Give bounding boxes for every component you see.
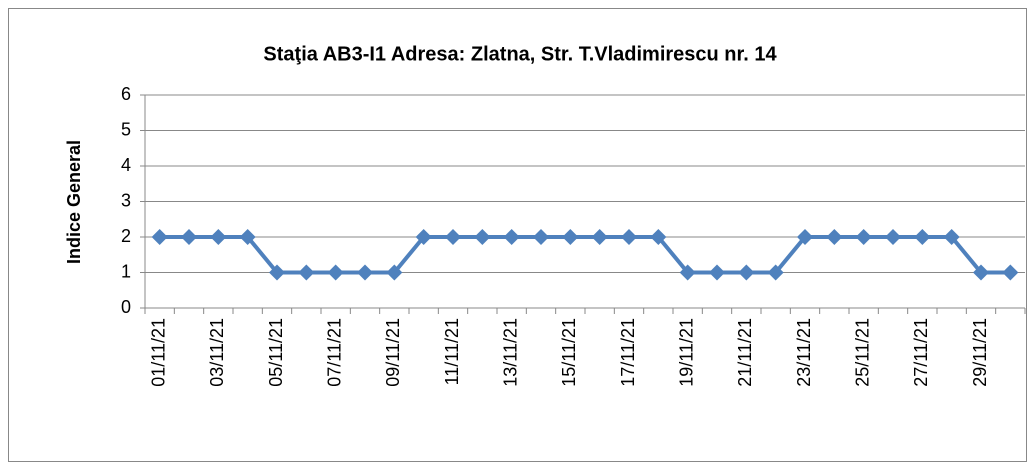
data-point [357, 264, 373, 281]
y-tick-label: 5 [121, 119, 131, 139]
y-tick-label: 1 [121, 261, 131, 281]
data-point [269, 264, 285, 281]
data-point [855, 229, 872, 245]
x-tick-label: 21/11/21 [735, 318, 755, 387]
data-point [973, 264, 989, 281]
x-tick-label: 11/11/21 [442, 318, 462, 385]
x-tick-label: 27/11/21 [911, 318, 931, 387]
x-tick-label: 03/11/21 [207, 318, 227, 387]
data-point [474, 229, 491, 245]
data-point [1002, 264, 1019, 281]
x-tick-label: 05/11/21 [266, 318, 286, 387]
data-point [709, 264, 725, 281]
x-tick-label: 15/11/21 [559, 318, 579, 387]
data-point [210, 229, 227, 245]
y-tick-label: 4 [121, 155, 131, 175]
data-point [562, 229, 579, 245]
y-tick-label: 0 [121, 297, 131, 317]
x-tick-label: 13/11/21 [500, 318, 520, 387]
data-point [767, 264, 784, 281]
data-point [679, 264, 696, 281]
data-point [650, 229, 667, 245]
y-tick-label: 3 [121, 190, 131, 210]
y-tick-label: 2 [121, 226, 131, 246]
y-axis-label: Indice General [64, 140, 84, 264]
x-tick-label: 07/11/21 [324, 318, 344, 387]
data-point [826, 229, 843, 245]
data-point [533, 229, 549, 245]
data-point [591, 229, 608, 245]
x-tick-label: 19/11/21 [676, 318, 696, 387]
data-point [914, 229, 931, 245]
data-point [797, 229, 813, 245]
data-point [943, 229, 960, 245]
x-tick-label: 23/11/21 [794, 318, 814, 387]
x-tick-label: 17/11/21 [618, 318, 638, 387]
data-point [445, 229, 461, 245]
data-point [239, 229, 256, 245]
x-tick-label: 09/11/21 [383, 318, 403, 387]
x-tick-label: 25/11/21 [852, 318, 872, 387]
data-point [181, 229, 197, 245]
data-point [503, 229, 520, 245]
data-point [738, 264, 755, 281]
data-point [621, 229, 637, 245]
data-point [151, 229, 168, 245]
data-point [415, 229, 432, 245]
x-tick-label: 29/11/21 [970, 318, 990, 387]
data-point [298, 264, 315, 281]
y-tick-label: 6 [121, 84, 131, 104]
x-tick-label: 01/11/21 [148, 318, 168, 387]
data-point [885, 229, 901, 245]
data-point [327, 264, 344, 281]
chart-title: Staţia AB3-I1 Adresa: Zlatna, Str. T.Vla… [263, 43, 777, 65]
data-point [386, 264, 403, 281]
